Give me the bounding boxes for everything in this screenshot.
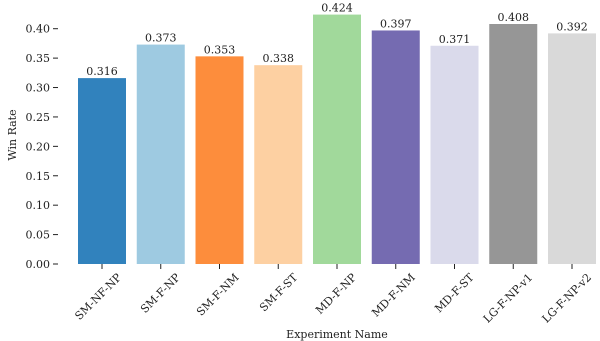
data-label: 0.316 xyxy=(86,65,118,78)
bar-sm-f-st xyxy=(254,65,303,264)
x-tick-label: SM-NF-NP xyxy=(72,271,124,323)
bars: 0.316 0.373 0.353 0.338 0.424 0.397 0.371 0.408… xyxy=(78,2,596,265)
x-axis-title: Experiment Name xyxy=(286,328,388,341)
y-axis-title: Win Rate xyxy=(6,109,19,160)
x-tick-label: SM-F-NM xyxy=(194,271,242,319)
y-tick-label: 0.35 xyxy=(26,52,51,65)
y-axis: 0.00 0.05 0.10 0.15 0.20 0.25 0.30 0.35 0.40 xyxy=(26,23,58,271)
x-tick-label: MD-F-NM xyxy=(369,271,418,320)
data-label: 0.353 xyxy=(204,43,236,56)
y-tick-label: 0.20 xyxy=(26,140,51,153)
y-tick-label: 0.40 xyxy=(26,23,51,36)
y-tick-label: 0.15 xyxy=(26,170,51,183)
bar-lg-f-np-v1 xyxy=(489,24,538,264)
bar-lg-f-np-v2 xyxy=(548,33,596,264)
data-label: 0.338 xyxy=(263,52,295,65)
y-tick-label: 0.00 xyxy=(26,258,51,271)
data-label: 0.373 xyxy=(145,32,177,45)
x-tick-label: SM-F-NP xyxy=(138,271,183,316)
bar-md-f-nm xyxy=(371,30,420,265)
x-tick-label: LG-F-NP-v2 xyxy=(540,271,595,326)
x-tick-label: MD-F-ST xyxy=(432,270,477,315)
bar-sm-f-nm xyxy=(195,56,244,265)
x-tick-label: LG-F-NP-v1 xyxy=(481,271,536,326)
bar-sm-f-np xyxy=(136,44,185,265)
y-tick-label: 0.10 xyxy=(26,199,51,212)
x-axis: SM-NF-NP SM-F-NP SM-F-NM SM-F-ST MD-F-NP MD-F… xyxy=(72,264,594,326)
y-tick-label: 0.30 xyxy=(26,82,51,95)
y-tick-label: 0.05 xyxy=(26,229,51,242)
x-tick-label: SM-F-ST xyxy=(257,270,301,314)
data-label: 0.424 xyxy=(321,2,353,15)
data-label: 0.397 xyxy=(380,17,412,30)
data-label: 0.371 xyxy=(439,33,471,46)
bar-md-f-st xyxy=(430,45,479,264)
data-label: 0.408 xyxy=(498,11,530,24)
bar-md-f-np xyxy=(313,14,361,264)
bar-sm-nf-np xyxy=(78,78,126,264)
y-tick-label: 0.25 xyxy=(26,111,51,124)
x-tick-label: MD-F-NP xyxy=(313,271,359,317)
data-label: 0.392 xyxy=(556,20,588,33)
